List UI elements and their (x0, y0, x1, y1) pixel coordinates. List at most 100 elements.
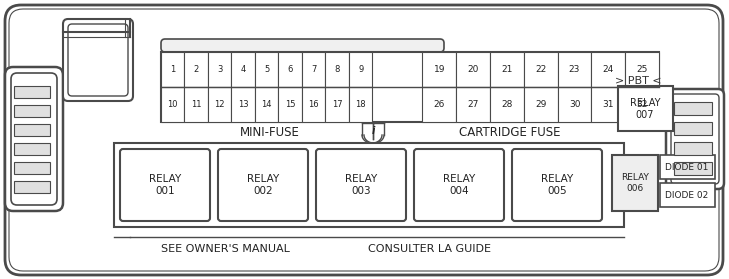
Bar (423, 87, 456, 122)
Text: RELAY
004: RELAY 004 (443, 174, 475, 196)
Bar (278, 52, 302, 87)
Bar (456, 52, 490, 87)
Bar (490, 87, 524, 122)
Text: RELAY
007: RELAY 007 (630, 98, 660, 120)
Bar (524, 87, 558, 122)
Bar (14, 181, 50, 193)
Bar (674, 162, 712, 175)
Text: RELAY
001: RELAY 001 (149, 174, 181, 196)
FancyBboxPatch shape (68, 24, 128, 96)
Bar (423, 52, 456, 87)
Bar (14, 143, 50, 155)
Bar (349, 87, 373, 122)
Text: 27: 27 (467, 100, 479, 109)
Text: i: i (371, 126, 375, 136)
FancyBboxPatch shape (671, 94, 719, 184)
Bar (591, 87, 625, 122)
Text: 28: 28 (502, 100, 512, 109)
Text: 20: 20 (467, 65, 479, 74)
Bar (161, 52, 184, 87)
Bar (302, 52, 326, 87)
Bar (161, 52, 659, 122)
Bar (660, 155, 715, 179)
Bar (618, 86, 673, 131)
Bar (302, 87, 326, 122)
Text: 21: 21 (502, 65, 512, 74)
Bar (674, 102, 712, 115)
Text: SEE OWNER'S MANUAL: SEE OWNER'S MANUAL (160, 244, 289, 254)
Text: 8: 8 (335, 65, 340, 74)
Text: > PBT <: > PBT < (615, 76, 661, 86)
Bar (612, 155, 658, 211)
FancyBboxPatch shape (316, 149, 406, 221)
Text: 30: 30 (569, 100, 580, 109)
Text: 32: 32 (636, 100, 648, 109)
Bar (674, 142, 712, 155)
Text: DIODE 01: DIODE 01 (666, 162, 709, 172)
Text: DIODE 02: DIODE 02 (666, 191, 709, 199)
Bar (114, 143, 624, 227)
Text: 12: 12 (214, 100, 225, 109)
Bar (660, 183, 715, 207)
FancyBboxPatch shape (11, 73, 57, 205)
Text: 4: 4 (241, 65, 246, 74)
Text: 13: 13 (238, 100, 249, 109)
FancyBboxPatch shape (666, 89, 724, 189)
Text: 2: 2 (194, 65, 199, 74)
Bar (625, 87, 659, 122)
FancyBboxPatch shape (218, 149, 308, 221)
Text: 6: 6 (287, 65, 293, 74)
Bar (184, 52, 208, 87)
Bar (232, 52, 255, 87)
Bar (456, 87, 490, 122)
FancyBboxPatch shape (512, 149, 602, 221)
Bar (161, 87, 184, 122)
Bar (255, 52, 278, 87)
Text: 29: 29 (535, 100, 547, 109)
Text: 23: 23 (569, 65, 580, 74)
FancyBboxPatch shape (120, 149, 210, 221)
Bar (326, 87, 349, 122)
Text: 31: 31 (603, 100, 614, 109)
Bar (255, 87, 278, 122)
Bar (625, 52, 659, 87)
Bar (208, 52, 232, 87)
Bar (326, 52, 349, 87)
Text: 5: 5 (264, 65, 270, 74)
Text: RELAY
003: RELAY 003 (345, 174, 377, 196)
Bar (208, 87, 232, 122)
Text: RELAY
005: RELAY 005 (541, 174, 573, 196)
Text: CARTRIDGE FUSE: CARTRIDGE FUSE (459, 126, 561, 140)
Bar (278, 87, 302, 122)
Bar (232, 87, 255, 122)
Bar (558, 87, 591, 122)
Text: 9: 9 (358, 65, 363, 74)
Bar (490, 52, 524, 87)
Text: 3: 3 (217, 65, 222, 74)
Text: 17: 17 (332, 100, 343, 109)
Text: 26: 26 (434, 100, 445, 109)
Bar (14, 86, 50, 98)
Text: 10: 10 (168, 100, 178, 109)
Text: RELAY
006: RELAY 006 (621, 173, 649, 193)
Text: 1: 1 (170, 65, 176, 74)
Text: RELAY
002: RELAY 002 (247, 174, 279, 196)
Text: 11: 11 (191, 100, 201, 109)
Bar (349, 52, 373, 87)
Text: 19: 19 (434, 65, 445, 74)
Bar (674, 122, 712, 135)
FancyBboxPatch shape (5, 67, 63, 211)
Text: 22: 22 (535, 65, 546, 74)
Text: 16: 16 (308, 100, 319, 109)
Text: 7: 7 (311, 65, 316, 74)
FancyBboxPatch shape (63, 19, 133, 101)
Text: 18: 18 (356, 100, 366, 109)
Bar (14, 105, 50, 117)
FancyBboxPatch shape (161, 39, 444, 52)
Text: 24: 24 (603, 65, 614, 74)
Text: 15: 15 (285, 100, 295, 109)
Bar (14, 162, 50, 174)
Bar (591, 52, 625, 87)
FancyBboxPatch shape (5, 5, 723, 275)
FancyBboxPatch shape (414, 149, 504, 221)
